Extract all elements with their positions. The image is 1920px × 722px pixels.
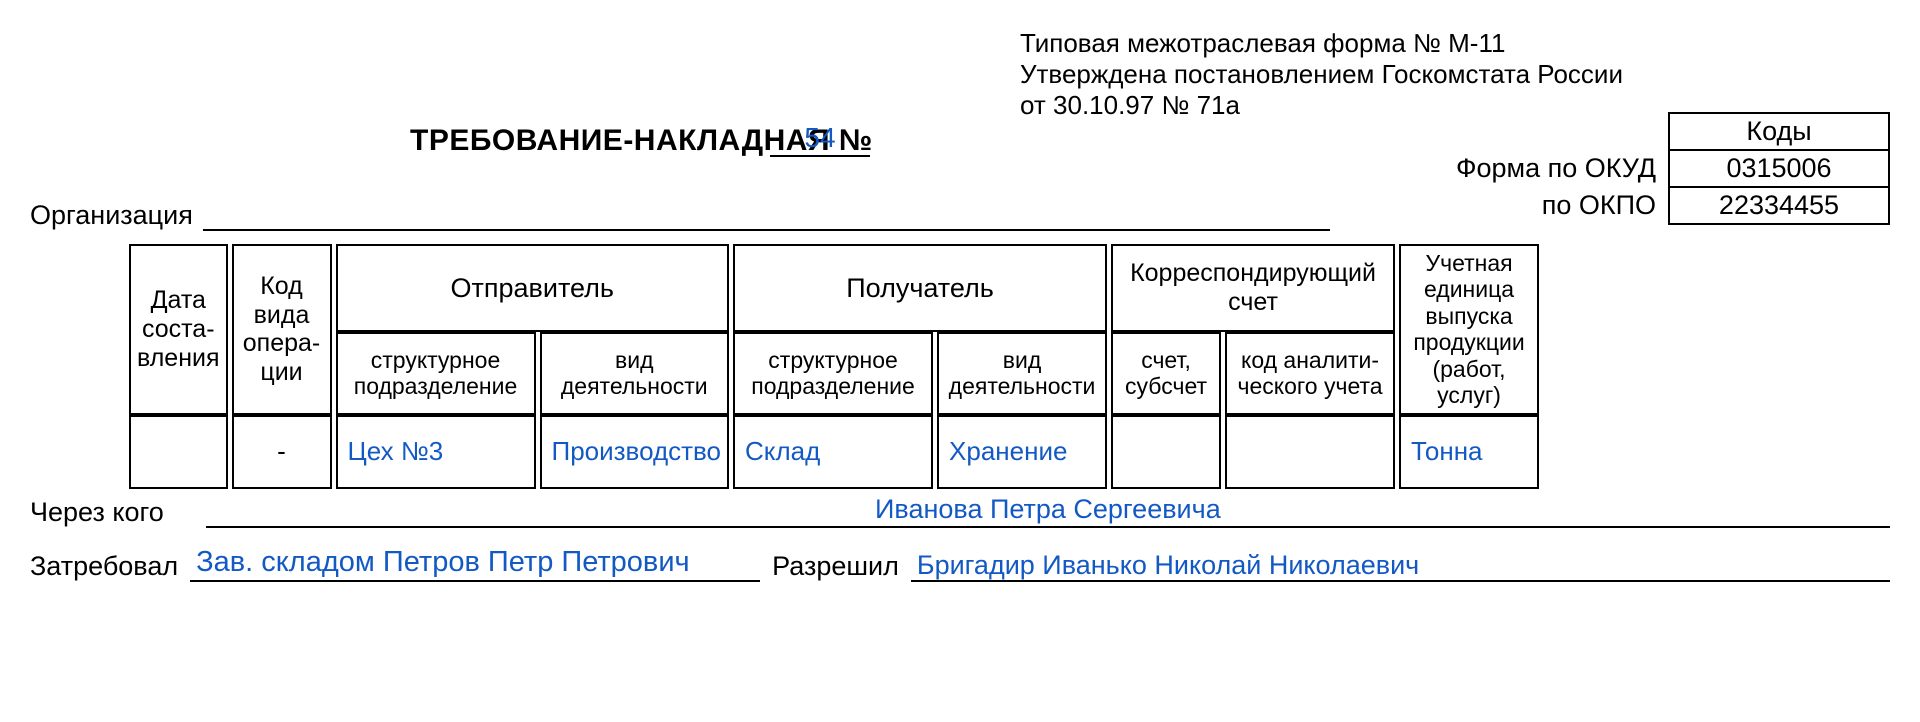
col-analytic-code: код аналити- ческого учета [1225, 332, 1395, 414]
note-line-2: Утверждена постановлением Госкомстата Ро… [1020, 59, 1623, 90]
organization-row: Организация [30, 200, 1890, 231]
organization-label: Организация [30, 200, 203, 231]
cell-receiver-activity: Хранение [937, 415, 1107, 489]
okud-label: Форма по ОКУД [1450, 150, 1669, 187]
col-sender-struct: структурное подразделение [336, 332, 536, 414]
through-value: Иванова Петра Сергеевича [206, 494, 1890, 528]
requested-label: Затребовал [30, 551, 190, 582]
cell-analytic-code [1225, 415, 1395, 489]
cell-sender-unit: Цех №3 [336, 415, 536, 489]
cell-unit: Тонна [1399, 415, 1539, 489]
col-corr-account: Корреспондирующий счет [1111, 244, 1395, 332]
organization-field [203, 201, 1330, 231]
col-account-sub: счет, субсчет [1111, 332, 1221, 414]
note-line-1: Типовая межотраслевая форма № М-11 [1020, 28, 1623, 59]
through-label: Через кого [30, 497, 176, 528]
okud-value: 0315006 [1669, 150, 1889, 187]
table-row: - Цех №3 Производство Склад Хранение Тон… [129, 415, 1539, 489]
cell-op-code: - [232, 415, 332, 489]
col-receiver-activity: вид деятельности [937, 332, 1107, 414]
col-op-code: Код вида опера- ции [232, 244, 332, 415]
cell-account-sub [1111, 415, 1221, 489]
form-approval-note: Типовая межотраслевая форма № М-11 Утвер… [1020, 28, 1623, 122]
codes-empty-label [1450, 113, 1669, 150]
document-number: 54 [770, 122, 870, 157]
main-table: Дата соста- вления Код вида опера- ции О… [125, 244, 1543, 489]
signatures-row: Затребовал Зав. складом Петров Петр Петр… [30, 546, 1890, 582]
col-receiver: Получатель [733, 244, 1107, 332]
col-sender-activity: вид деятельности [540, 332, 730, 414]
cell-sender-activity: Производство [540, 415, 730, 489]
requested-value: Зав. складом Петров Петр Петрович [190, 546, 760, 582]
approved-value: Бригадир Иванько Николай Николаевич [911, 551, 1890, 582]
col-receiver-struct: структурное подразделение [733, 332, 933, 414]
cell-date [129, 415, 228, 489]
codes-header: Коды [1669, 113, 1889, 150]
approved-label: Разрешил [772, 551, 911, 582]
col-date: Дата соста- вления [129, 244, 228, 415]
col-unit: Учетная единица выпуска продукции (работ… [1399, 244, 1539, 415]
footer: Через кого Иванова Петра Сергеевича Затр… [30, 490, 1890, 582]
cell-receiver-unit: Склад [733, 415, 933, 489]
through-row: Через кого Иванова Петра Сергеевича [30, 494, 1890, 528]
col-sender: Отправитель [336, 244, 730, 332]
